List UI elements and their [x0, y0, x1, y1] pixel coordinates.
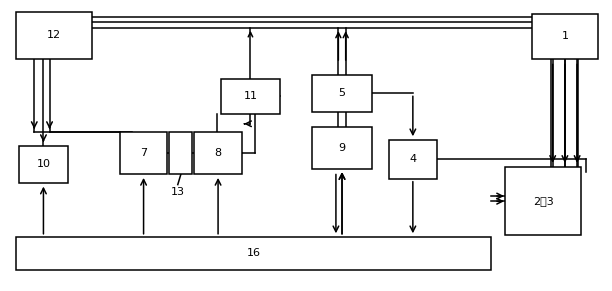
Bar [193, 132, 242, 175]
Bar [170, 132, 192, 175]
Text: 11: 11 [244, 91, 258, 101]
Text: 8: 8 [215, 148, 222, 159]
Text: 2，3: 2，3 [533, 196, 554, 206]
Bar [532, 14, 598, 58]
Text: 10: 10 [37, 159, 50, 169]
Bar [19, 146, 68, 183]
Bar [389, 140, 437, 179]
Text: 16: 16 [247, 249, 261, 258]
Bar [312, 74, 372, 112]
Text: 1: 1 [561, 31, 569, 41]
Text: 7: 7 [140, 148, 147, 159]
Text: 9: 9 [338, 143, 346, 153]
Bar [16, 12, 92, 58]
Bar [120, 132, 168, 175]
Bar [16, 237, 491, 270]
Text: 12: 12 [47, 31, 61, 40]
Text: 4: 4 [409, 154, 416, 164]
Bar [505, 167, 581, 235]
Text: 5: 5 [338, 88, 346, 98]
Text: 13: 13 [171, 187, 185, 197]
Bar [220, 79, 280, 114]
Bar [312, 127, 372, 169]
